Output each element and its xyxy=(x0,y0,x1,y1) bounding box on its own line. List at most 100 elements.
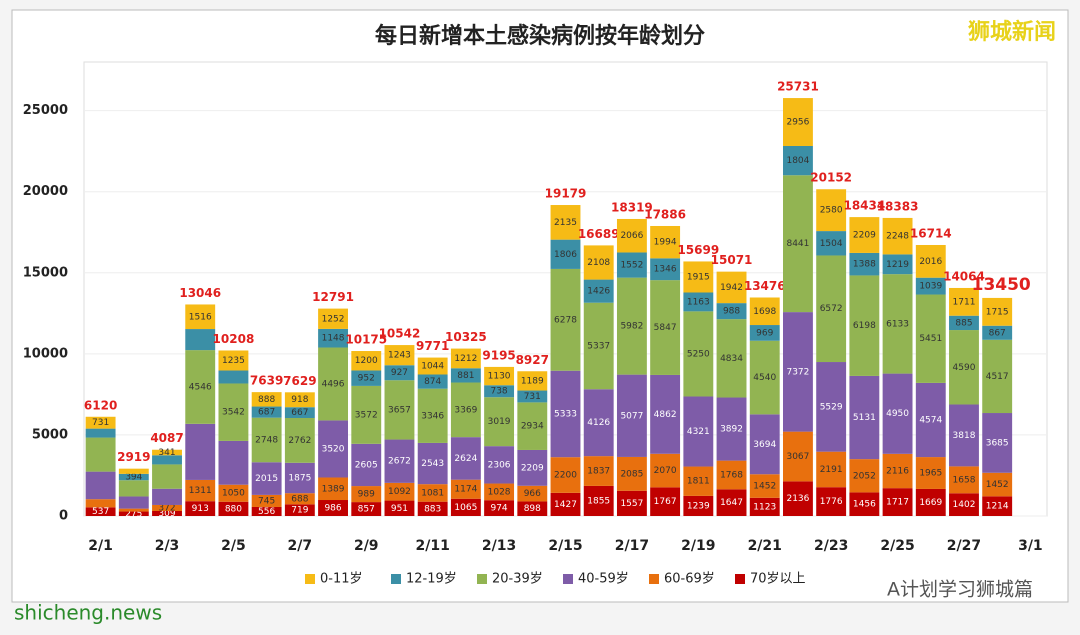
bar-segment xyxy=(351,351,382,371)
x-tick-label: 2/7 xyxy=(288,538,313,554)
segment-label: 1389 xyxy=(322,484,345,494)
segment-label: 738 xyxy=(490,387,507,397)
total-label: 18383 xyxy=(877,199,919,213)
bar-segment xyxy=(716,397,747,461)
segment-label: 537 xyxy=(92,507,109,517)
segment-label: 1456 xyxy=(853,500,876,510)
bar-segment xyxy=(318,477,348,501)
bar-segment xyxy=(517,485,548,502)
bar-segment xyxy=(118,496,149,509)
segment-label: 4540 xyxy=(753,373,776,383)
segment-label: 2543 xyxy=(421,459,444,469)
bar-segment xyxy=(284,462,315,494)
total-label: 10175 xyxy=(345,333,387,347)
bar-segment xyxy=(218,370,249,384)
bar-segment xyxy=(616,277,647,375)
segment-label: 1212 xyxy=(454,354,477,364)
segment-label: 1081 xyxy=(421,488,444,498)
bar-segment xyxy=(85,471,116,500)
segment-label: 5250 xyxy=(687,349,710,359)
segment-label: 5847 xyxy=(654,323,677,333)
bar-segment xyxy=(152,449,182,456)
bar-segment xyxy=(450,382,481,438)
bar-segment xyxy=(616,490,647,516)
total-label: 25731 xyxy=(777,80,819,94)
segment-label: 5333 xyxy=(554,409,577,419)
segment-label: 883 xyxy=(424,504,441,514)
segment-label: 1768 xyxy=(720,470,743,480)
legend-swatch xyxy=(735,574,745,584)
bar-segment xyxy=(218,383,249,441)
bar-segment xyxy=(118,473,149,481)
segment-label: 1516 xyxy=(189,312,212,322)
bar-segment xyxy=(185,501,216,516)
total-label: 18434 xyxy=(843,199,885,213)
bar-segment xyxy=(550,239,581,269)
bar-segment xyxy=(550,370,581,458)
segment-label: 4517 xyxy=(986,372,1009,382)
legend-label: 60-69岁 xyxy=(664,572,715,587)
segment-label: 394 xyxy=(125,473,142,483)
bar-segment xyxy=(616,456,647,491)
bar-segment xyxy=(517,402,548,450)
segment-label: 1965 xyxy=(919,469,942,479)
segment-label: 880 xyxy=(225,504,242,514)
bar-segment xyxy=(118,511,149,516)
segment-label: 874 xyxy=(424,377,441,387)
bar-segment xyxy=(218,501,249,516)
bar-segment xyxy=(218,440,249,485)
segment-label: 1148 xyxy=(322,334,345,344)
segment-label: 5077 xyxy=(620,411,643,421)
bar-segment xyxy=(982,472,1013,497)
x-tick-label: 2/1 xyxy=(88,538,113,554)
segment-label: 1811 xyxy=(687,477,710,487)
legend-swatch xyxy=(391,574,401,584)
segment-label: 3067 xyxy=(786,452,809,462)
bar-segment xyxy=(251,494,282,507)
segment-label: 3019 xyxy=(488,417,511,427)
segment-label: 4834 xyxy=(720,354,743,364)
segment-label: 1452 xyxy=(986,480,1009,490)
bar-segment xyxy=(949,493,979,516)
segment-label: 667 xyxy=(291,408,308,418)
bar-segment xyxy=(384,345,415,366)
segment-label: 867 xyxy=(989,328,1006,338)
bar-segment xyxy=(583,302,614,390)
total-label: 15071 xyxy=(711,253,753,267)
segment-label: 1050 xyxy=(222,489,245,499)
bar-segment xyxy=(417,484,448,502)
segment-label: 3346 xyxy=(421,411,444,421)
bar-segment xyxy=(484,366,515,386)
x-tick-label: 2/19 xyxy=(681,538,715,554)
segment-label: 1219 xyxy=(886,260,909,270)
bar-segment xyxy=(915,277,946,295)
segment-label: 881 xyxy=(457,371,474,381)
segment-label: 2066 xyxy=(620,231,643,241)
bar-segment xyxy=(949,315,979,331)
bar-segment xyxy=(716,271,747,304)
bar-segment xyxy=(882,488,913,516)
segment-label: 988 xyxy=(723,307,740,317)
total-label: 6120 xyxy=(84,398,117,412)
bar-segment xyxy=(417,501,448,516)
segment-label: 1452 xyxy=(753,482,776,492)
y-tick-label: 20000 xyxy=(23,184,68,199)
bar-segment xyxy=(152,488,182,505)
bar-segment xyxy=(251,392,282,407)
bar-segment xyxy=(949,330,979,405)
segment-label: 898 xyxy=(524,504,541,514)
bar-segment xyxy=(550,457,581,493)
segment-label: 1715 xyxy=(986,307,1009,317)
bar-segment xyxy=(783,481,813,516)
segment-label: 1174 xyxy=(454,485,477,495)
bar-segment xyxy=(650,280,681,375)
bar-segment xyxy=(384,380,415,440)
bar-segment xyxy=(683,261,714,293)
segment-label: 1915 xyxy=(687,272,710,282)
segment-label: 2209 xyxy=(521,463,544,473)
bar-segment xyxy=(284,407,315,419)
bar-segment xyxy=(484,397,515,447)
segment-label: 372 xyxy=(158,503,175,513)
segment-label: 1039 xyxy=(919,282,942,292)
bar-segment xyxy=(816,362,847,452)
